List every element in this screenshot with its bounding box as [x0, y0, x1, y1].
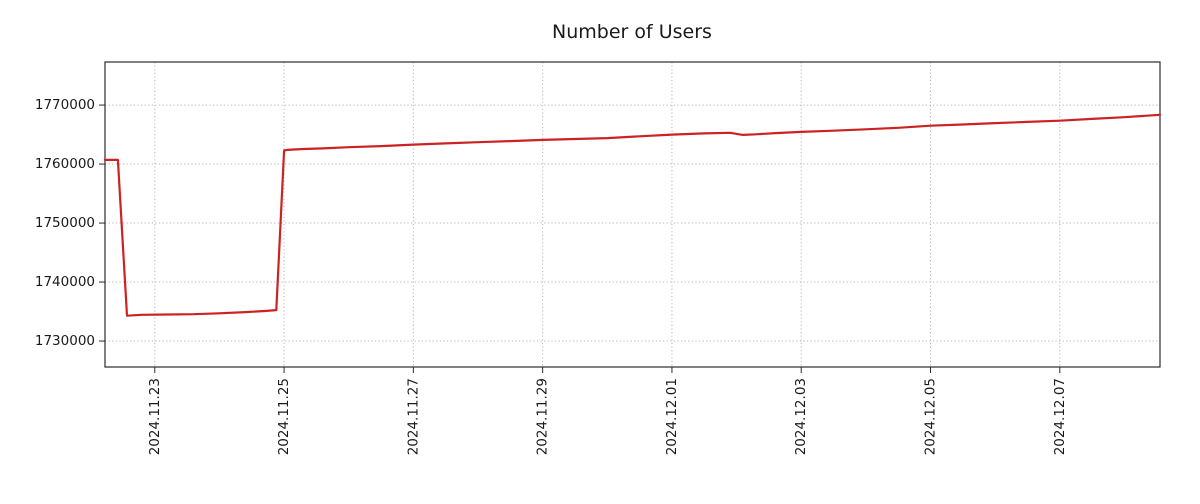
chart-title: Number of Users	[552, 21, 712, 43]
x-tick-label: 2024.12.01	[664, 378, 680, 455]
x-tick-label: 2024.11.23	[147, 378, 163, 455]
y-tick-label: 1760000	[35, 156, 95, 172]
plot-border	[104, 61, 1161, 368]
x-tick-label: 2024.12.03	[793, 378, 809, 455]
y-tick-label: 1770000	[35, 97, 95, 113]
x-tick-label: 2024.12.07	[1052, 378, 1068, 455]
y-tick-label: 1730000	[35, 333, 95, 349]
x-tick-label: 2024.11.27	[405, 378, 421, 455]
x-tick-label: 2024.11.29	[535, 378, 551, 455]
x-tick-label: 2024.12.05	[923, 378, 939, 455]
y-tick-label: 1740000	[35, 274, 95, 290]
y-tick-label: 1750000	[35, 215, 95, 231]
x-tick-label: 2024.11.25	[276, 378, 292, 455]
data-line-users	[103, 113, 1162, 317]
